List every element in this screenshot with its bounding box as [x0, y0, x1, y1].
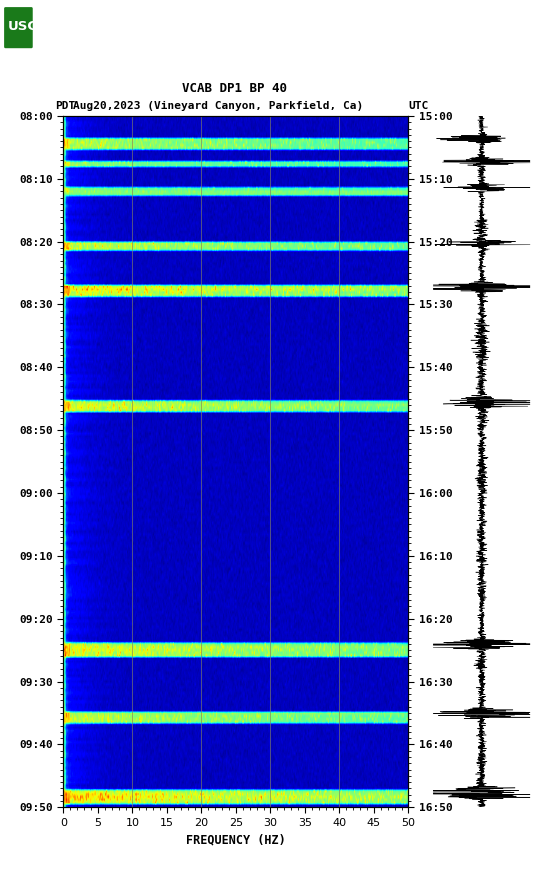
Text: USGS: USGS — [7, 21, 48, 33]
Text: VCAB DP1 BP 40: VCAB DP1 BP 40 — [182, 82, 287, 95]
Text: Aug20,2023 (Vineyard Canyon, Parkfield, Ca): Aug20,2023 (Vineyard Canyon, Parkfield, … — [73, 101, 363, 111]
Text: UTC: UTC — [408, 101, 429, 111]
Text: PDT: PDT — [55, 101, 76, 111]
FancyBboxPatch shape — [4, 7, 33, 48]
X-axis label: FREQUENCY (HZ): FREQUENCY (HZ) — [186, 833, 286, 847]
